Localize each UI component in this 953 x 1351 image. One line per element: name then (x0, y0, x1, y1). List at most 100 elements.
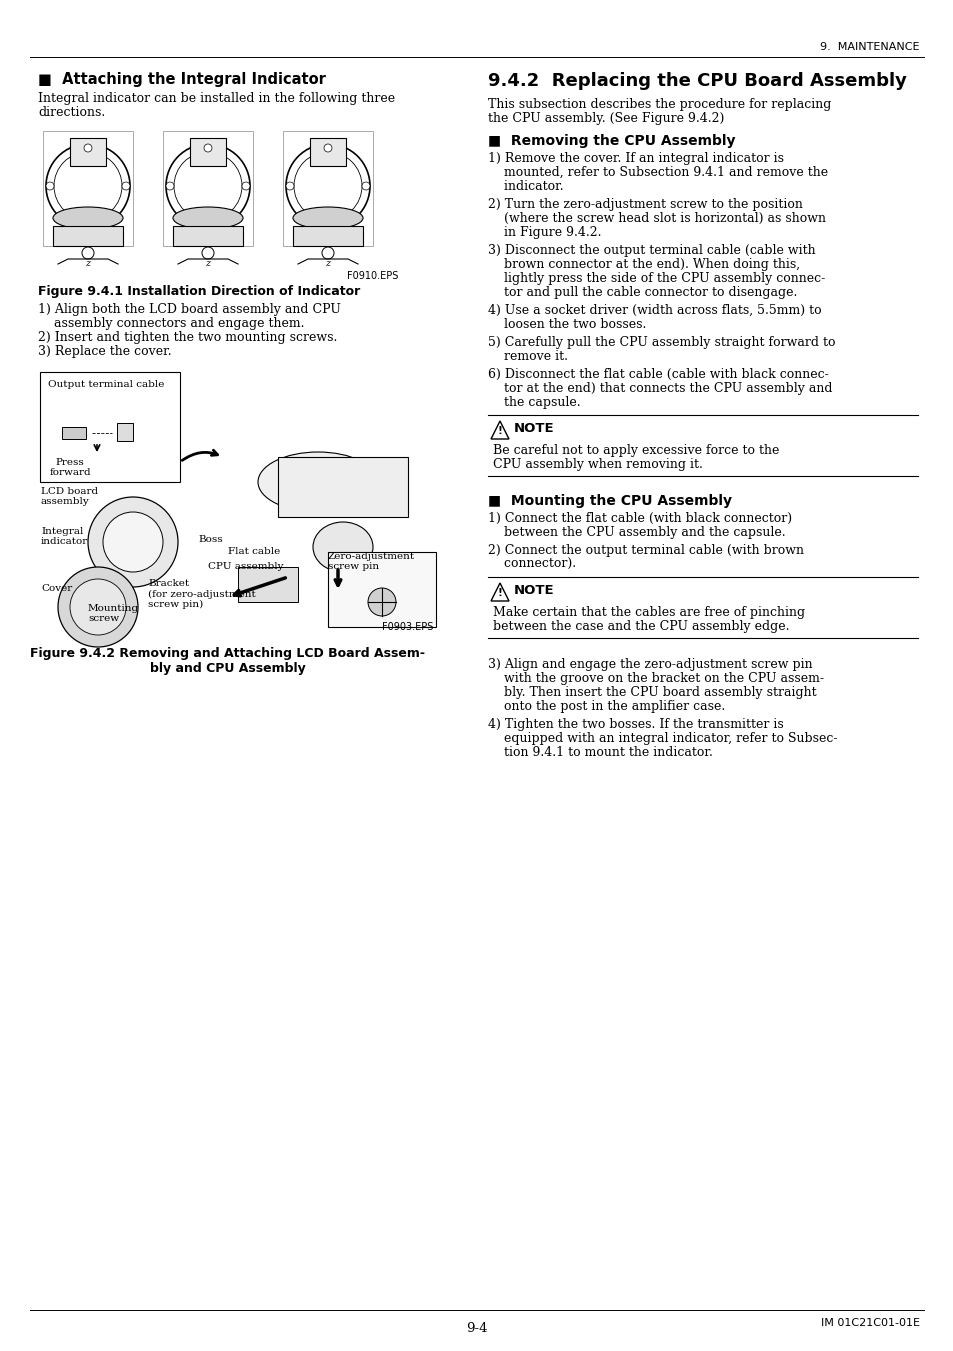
Ellipse shape (172, 207, 243, 230)
Circle shape (84, 220, 91, 228)
Text: 3) Replace the cover.: 3) Replace the cover. (38, 345, 172, 358)
Circle shape (361, 182, 370, 190)
Text: Be careful not to apply excessive force to the: Be careful not to apply excessive force … (493, 444, 779, 457)
Text: loosen the two bosses.: loosen the two bosses. (488, 317, 646, 331)
Ellipse shape (313, 521, 373, 571)
Text: z: z (86, 259, 91, 267)
Text: Zero-adjustment
screw pin: Zero-adjustment screw pin (328, 553, 415, 571)
Circle shape (166, 182, 173, 190)
Text: CPU assembly: CPU assembly (208, 562, 283, 571)
Text: lightly press the side of the CPU assembly connec-: lightly press the side of the CPU assemb… (488, 272, 824, 285)
Circle shape (70, 580, 126, 635)
Text: the CPU assembly. (See Figure 9.4.2): the CPU assembly. (See Figure 9.4.2) (488, 112, 723, 126)
Bar (40, 372, 180, 482)
Text: with the groove on the bracket on the CPU assem-: with the groove on the bracket on the CP… (488, 671, 823, 685)
Text: F0903.EPS: F0903.EPS (381, 621, 433, 632)
Text: equipped with an integral indicator, refer to Subsec-: equipped with an integral indicator, ref… (488, 732, 837, 744)
Text: directions.: directions. (38, 105, 105, 119)
Text: ■  Removing the CPU Assembly: ■ Removing the CPU Assembly (488, 134, 735, 149)
Bar (53, 226, 123, 246)
Bar (43, 131, 132, 246)
Text: bly. Then insert the CPU board assembly straight: bly. Then insert the CPU board assembly … (488, 686, 816, 698)
Text: Boss: Boss (198, 535, 222, 544)
Circle shape (324, 145, 332, 153)
Circle shape (88, 497, 178, 586)
Text: 9-4: 9-4 (466, 1323, 487, 1335)
Circle shape (204, 220, 212, 228)
Text: Integral
indicator: Integral indicator (41, 527, 89, 546)
Circle shape (322, 247, 334, 259)
Text: ■  Mounting the CPU Assembly: ■ Mounting the CPU Assembly (488, 494, 731, 508)
Bar (163, 131, 253, 246)
Text: Mounting
screw: Mounting screw (88, 604, 139, 623)
Bar (190, 138, 226, 166)
Text: between the CPU assembly and the capsule.: between the CPU assembly and the capsule… (488, 526, 785, 539)
Circle shape (324, 220, 332, 228)
Bar (70, 138, 106, 166)
Text: in Figure 9.4.2.: in Figure 9.4.2. (488, 226, 601, 239)
Text: assembly connectors and engage them.: assembly connectors and engage them. (38, 317, 304, 330)
Text: 4) Use a socket driver (width across flats, 5.5mm) to: 4) Use a socket driver (width across fla… (488, 304, 821, 317)
Text: onto the post in the amplifier case.: onto the post in the amplifier case. (488, 700, 724, 713)
Text: Make certain that the cables are free of pinching: Make certain that the cables are free of… (493, 607, 804, 619)
Text: Flat cable: Flat cable (228, 547, 280, 557)
Ellipse shape (53, 207, 123, 230)
Text: 4) Tighten the two bosses. If the transmitter is: 4) Tighten the two bosses. If the transm… (488, 717, 783, 731)
Circle shape (103, 512, 163, 571)
Circle shape (242, 182, 250, 190)
Ellipse shape (293, 207, 363, 230)
Circle shape (58, 567, 138, 647)
Text: mounted, refer to Subsection 9.4.1 and remove the: mounted, refer to Subsection 9.4.1 and r… (488, 166, 827, 178)
Text: Bracket
(for zero-adjustment
screw pin): Bracket (for zero-adjustment screw pin) (148, 580, 255, 609)
Bar (62, 427, 86, 439)
Bar (237, 567, 297, 603)
Circle shape (368, 588, 395, 616)
Circle shape (202, 247, 213, 259)
Bar (283, 131, 373, 246)
Text: Cover: Cover (41, 584, 72, 593)
Text: indicator.: indicator. (488, 180, 563, 193)
Text: tor at the end) that connects the CPU assembly and: tor at the end) that connects the CPU as… (488, 382, 832, 394)
Text: !: ! (497, 426, 502, 436)
Text: ■  Attaching the Integral Indicator: ■ Attaching the Integral Indicator (38, 72, 326, 86)
Bar (310, 138, 346, 166)
Text: LCD board
assembly: LCD board assembly (41, 486, 98, 507)
Text: z: z (325, 259, 331, 267)
Text: CPU assembly when removing it.: CPU assembly when removing it. (493, 458, 702, 471)
Text: 1) Align both the LCD board assembly and CPU: 1) Align both the LCD board assembly and… (38, 303, 340, 316)
Text: NOTE: NOTE (514, 422, 554, 435)
Text: tor and pull the cable connector to disengage.: tor and pull the cable connector to dise… (488, 286, 797, 299)
Bar (328, 553, 436, 627)
Ellipse shape (257, 453, 377, 512)
Text: 9.4.2  Replacing the CPU Board Assembly: 9.4.2 Replacing the CPU Board Assembly (488, 72, 906, 91)
Bar (293, 226, 363, 246)
Text: F0910.EPS: F0910.EPS (346, 272, 397, 281)
Text: bly and CPU Assembly: bly and CPU Assembly (150, 662, 306, 676)
Circle shape (82, 247, 94, 259)
Bar (172, 226, 243, 246)
Text: Output terminal cable: Output terminal cable (48, 380, 164, 389)
Text: !: ! (497, 588, 502, 598)
Bar (277, 457, 408, 517)
Text: tion 9.4.1 to mount the indicator.: tion 9.4.1 to mount the indicator. (488, 746, 712, 759)
Text: 3) Align and engage the zero-adjustment screw pin: 3) Align and engage the zero-adjustment … (488, 658, 812, 671)
Text: 1) Connect the flat cable (with black connector): 1) Connect the flat cable (with black co… (488, 512, 791, 526)
Text: connector).: connector). (488, 558, 576, 571)
Circle shape (204, 145, 212, 153)
Circle shape (84, 145, 91, 153)
Text: Figure 9.4.2 Removing and Attaching LCD Board Assem-: Figure 9.4.2 Removing and Attaching LCD … (30, 647, 425, 661)
Text: Figure 9.4.1 Installation Direction of Indicator: Figure 9.4.1 Installation Direction of I… (38, 285, 360, 299)
Text: Press
forward: Press forward (50, 458, 91, 477)
Text: 1) Remove the cover. If an integral indicator is: 1) Remove the cover. If an integral indi… (488, 153, 783, 165)
Text: 5) Carefully pull the CPU assembly straight forward to: 5) Carefully pull the CPU assembly strai… (488, 336, 835, 349)
Circle shape (286, 182, 294, 190)
Text: This subsection describes the procedure for replacing: This subsection describes the procedure … (488, 99, 830, 111)
Text: 2) Connect the output terminal cable (with brown: 2) Connect the output terminal cable (wi… (488, 544, 803, 557)
Text: remove it.: remove it. (488, 350, 567, 363)
Text: brown connector at the end). When doing this,: brown connector at the end). When doing … (488, 258, 800, 272)
Text: the capsule.: the capsule. (488, 396, 580, 409)
Text: NOTE: NOTE (514, 584, 554, 597)
Text: 2) Turn the zero-adjustment screw to the position: 2) Turn the zero-adjustment screw to the… (488, 199, 802, 211)
Text: IM 01C21C01-01E: IM 01C21C01-01E (821, 1319, 919, 1328)
Text: (where the screw head slot is horizontal) as shown: (where the screw head slot is horizontal… (488, 212, 825, 226)
